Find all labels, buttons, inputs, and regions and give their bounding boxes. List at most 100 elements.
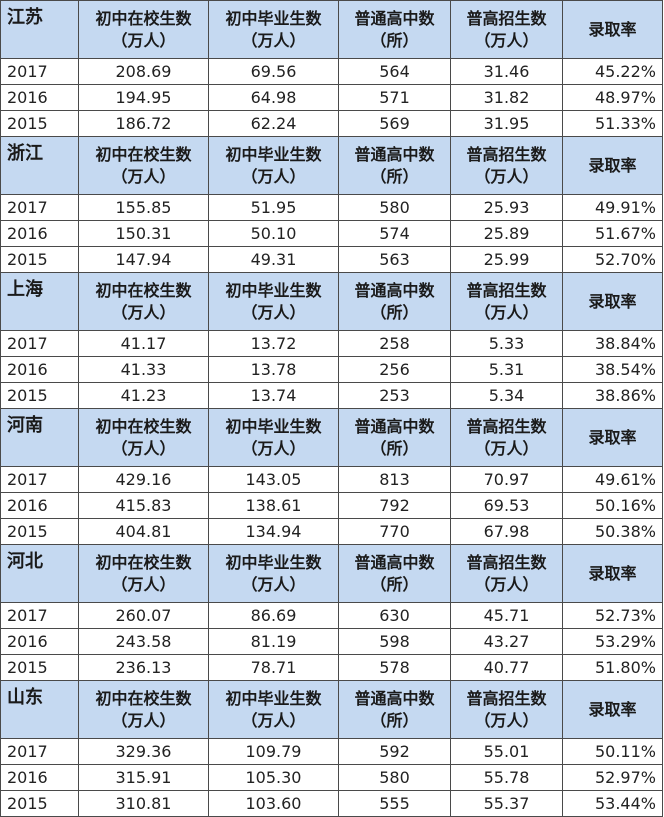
column-header-col3: 普通高中数 （所） <box>338 544 451 603</box>
students-cell: 243.58 <box>78 628 209 655</box>
graduates-cell: 13.74 <box>208 382 339 409</box>
table-row: 2016 243.58 81.19 598 43.27 53.29% <box>0 628 663 655</box>
rate-cell: 51.80% <box>562 654 663 681</box>
table-row: 2017 429.16 143.05 813 70.97 49.61% <box>0 466 663 493</box>
rate-cell: 53.29% <box>562 628 663 655</box>
year-cell: 2015 <box>0 518 79 545</box>
province-name: 河北 <box>0 544 79 603</box>
admissions-cell: 45.71 <box>450 602 563 629</box>
schools-cell: 592 <box>338 738 451 765</box>
column-header-title: 普通高中数 <box>354 144 435 164</box>
graduates-cell: 13.72 <box>208 330 339 357</box>
province-header-row: 江苏 初中在校生数 （万人） 初中毕业生数 （万人） 普通高中数 （所） 普高招生数 （万人）录… <box>0 0 663 59</box>
column-header-title: 初中毕业生数 <box>225 688 322 708</box>
column-header-title: 初中在校生数 <box>95 416 192 436</box>
graduates-cell: 49.31 <box>208 246 339 273</box>
column-header-col2: 初中毕业生数 （万人） <box>208 680 339 739</box>
rate-cell: 48.97% <box>562 84 663 111</box>
schools-cell: 258 <box>338 330 451 357</box>
column-header-col5: 录取率 <box>562 272 663 331</box>
admissions-cell: 69.53 <box>450 492 563 519</box>
column-header-unit: （万人） <box>474 710 539 730</box>
column-header-col3: 普通高中数 （所） <box>338 680 451 739</box>
year-cell: 2017 <box>0 194 79 221</box>
column-header-unit: （所） <box>370 710 419 730</box>
year-cell: 2017 <box>0 602 79 629</box>
column-header-col1: 初中在校生数 （万人） <box>78 272 209 331</box>
admissions-cell: 31.95 <box>450 110 563 137</box>
rate-cell: 52.73% <box>562 602 663 629</box>
year-cell: 2015 <box>0 246 79 273</box>
column-header-unit: （万人） <box>474 574 539 594</box>
table-row: 2015 310.81 103.60 555 55.37 53.44% <box>0 790 663 817</box>
year-cell: 2016 <box>0 356 79 383</box>
year-cell: 2016 <box>0 628 79 655</box>
column-header-unit: （万人） <box>241 710 306 730</box>
schools-cell: 598 <box>338 628 451 655</box>
graduates-cell: 62.24 <box>208 110 339 137</box>
column-header-col4: 普高招生数 （万人） <box>450 544 563 603</box>
students-cell: 310.81 <box>78 790 209 817</box>
column-header-col2: 初中毕业生数 （万人） <box>208 136 339 195</box>
column-header-title: 初中在校生数 <box>95 144 192 164</box>
students-cell: 150.31 <box>78 220 209 247</box>
column-header-col2: 初中毕业生数 （万人） <box>208 0 339 59</box>
schools-cell: 574 <box>338 220 451 247</box>
column-header-unit: （万人） <box>241 438 306 458</box>
admissions-cell: 5.34 <box>450 382 563 409</box>
students-cell: 415.83 <box>78 492 209 519</box>
column-header-unit: （所） <box>370 438 419 458</box>
column-header-col3: 普通高中数 （所） <box>338 272 451 331</box>
year-cell: 2017 <box>0 738 79 765</box>
students-cell: 260.07 <box>78 602 209 629</box>
year-cell: 2016 <box>0 764 79 791</box>
graduates-cell: 103.60 <box>208 790 339 817</box>
students-cell: 208.69 <box>78 58 209 85</box>
column-header-unit: （万人） <box>111 30 176 50</box>
column-header-unit: （万人） <box>111 302 176 322</box>
students-cell: 329.36 <box>78 738 209 765</box>
province-name: 浙江 <box>0 136 79 195</box>
rate-cell: 50.11% <box>562 738 663 765</box>
column-header-unit: （万人） <box>111 438 176 458</box>
column-header-col2: 初中毕业生数 （万人） <box>208 544 339 603</box>
schools-cell: 770 <box>338 518 451 545</box>
graduates-cell: 86.69 <box>208 602 339 629</box>
column-header-title: 普通高中数 <box>354 416 435 436</box>
year-cell: 2016 <box>0 84 79 111</box>
column-header-unit: （万人） <box>111 574 176 594</box>
column-header-unit: （所） <box>370 574 419 594</box>
schools-cell: 569 <box>338 110 451 137</box>
column-header-title: 初中毕业生数 <box>225 8 322 28</box>
students-cell: 155.85 <box>78 194 209 221</box>
table-row: 2016 415.83 138.61 792 69.53 50.16% <box>0 492 663 519</box>
column-header-col5: 录取率 <box>562 544 663 603</box>
column-header-unit: （所） <box>370 302 419 322</box>
column-header-unit: （万人） <box>111 166 176 186</box>
rate-cell: 38.84% <box>562 330 663 357</box>
students-cell: 429.16 <box>78 466 209 493</box>
admissions-cell: 31.46 <box>450 58 563 85</box>
rate-cell: 38.86% <box>562 382 663 409</box>
rate-cell: 45.22% <box>562 58 663 85</box>
column-header-col1: 初中在校生数 （万人） <box>78 680 209 739</box>
schools-cell: 630 <box>338 602 451 629</box>
province-header-row: 上海 初中在校生数 （万人） 初中毕业生数 （万人） 普通高中数 （所） 普高招生数 （万人）录… <box>0 272 663 331</box>
schools-cell: 580 <box>338 194 451 221</box>
province-name: 河南 <box>0 408 79 467</box>
column-header-col1: 初中在校生数 （万人） <box>78 544 209 603</box>
rate-cell: 52.97% <box>562 764 663 791</box>
year-cell: 2015 <box>0 790 79 817</box>
schools-cell: 253 <box>338 382 451 409</box>
column-header-unit: （所） <box>370 30 419 50</box>
admissions-cell: 55.78 <box>450 764 563 791</box>
column-header-unit: （万人） <box>474 302 539 322</box>
students-cell: 41.17 <box>78 330 209 357</box>
graduates-cell: 50.10 <box>208 220 339 247</box>
year-cell: 2017 <box>0 58 79 85</box>
table-row: 2016 41.33 13.78 256 5.31 38.54% <box>0 356 663 383</box>
students-cell: 194.95 <box>78 84 209 111</box>
column-header-title: 初中毕业生数 <box>225 144 322 164</box>
rate-cell: 50.38% <box>562 518 663 545</box>
column-header-col5: 录取率 <box>562 408 663 467</box>
